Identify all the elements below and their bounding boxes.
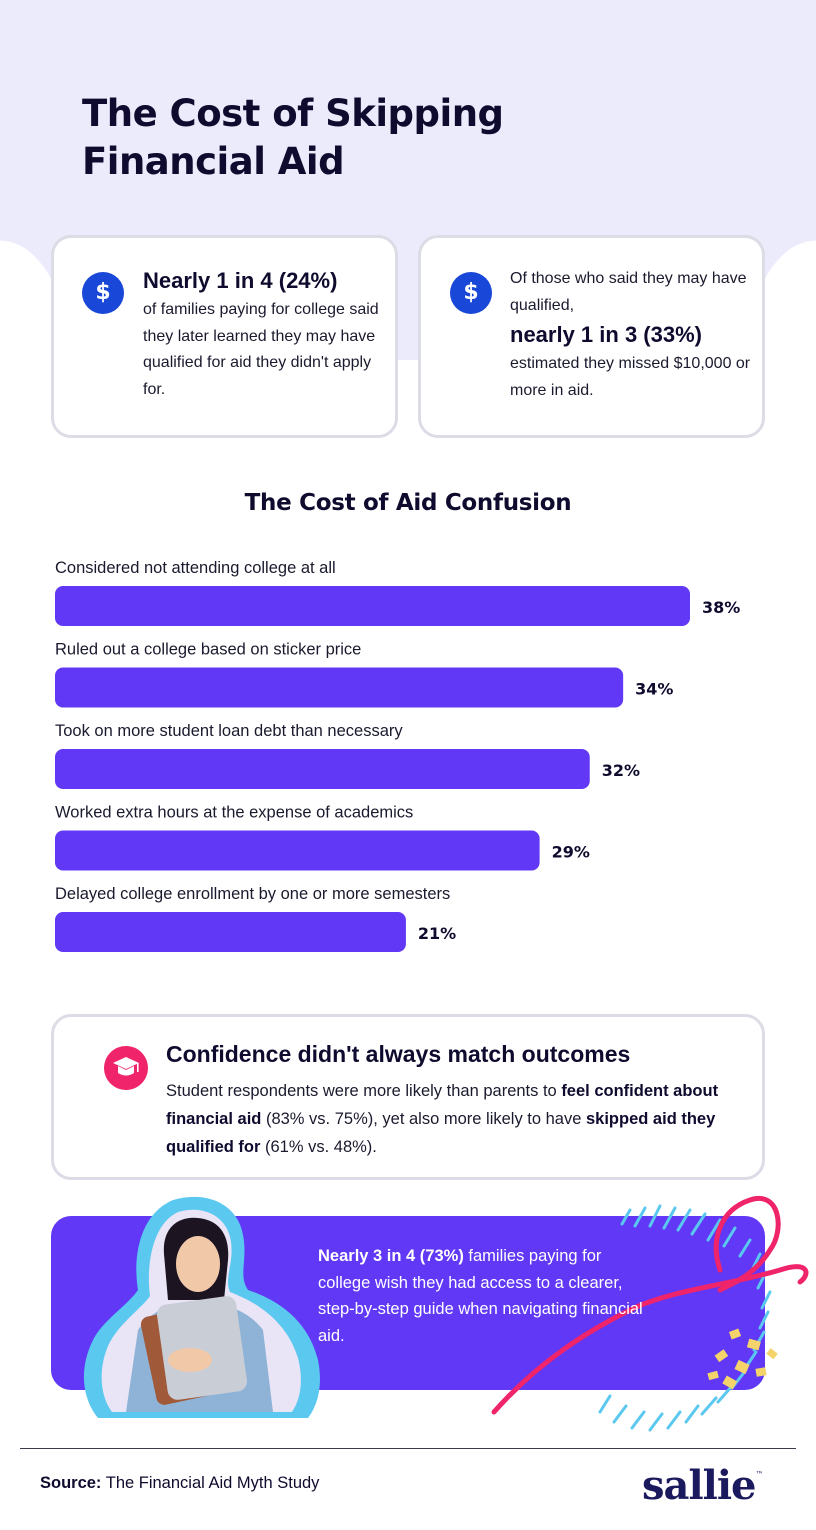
page-title: The Cost of Skipping Financial Aid [82,92,504,183]
confidence-body: Student respondents were more likely tha… [166,1082,719,1156]
stat-headline: nearly 1 in 3 (33%) [510,322,702,347]
category-label: Considered not attending college at all [55,559,336,577]
source-citation: Source: The Financial Aid Myth Study [40,1474,320,1492]
stat-headline: Nearly 1 in 4 (24%) [143,268,338,293]
stat-description: of families paying for college said they… [143,301,379,398]
dollar-icon: $ [82,272,124,314]
category-label: Ruled out a college based on sticker pri… [55,641,361,659]
value-label: 34% [635,680,673,699]
confidence-card: Confidence didn't always match outcomes … [51,1014,765,1180]
bar [55,667,624,708]
chart-title: The Cost of Aid Confusion [244,490,572,516]
value-label: 29% [552,843,590,862]
promo-text: Nearly 3 in 4 (73%) families paying for … [318,1247,643,1345]
bar [55,586,690,626]
footer-divider [20,1448,796,1449]
bar [55,749,590,789]
bar-chart: Considered not attending college at all 3… [55,559,740,952]
stat-description: estimated they missed $10,000 or more in… [510,355,751,399]
sallie-logo: sallie™ [642,1462,763,1509]
student-photo [83,1196,320,1418]
value-label: 38% [702,598,740,617]
decorative-lines [491,1195,809,1432]
stat-card-families: $ Nearly 1 in 4 (24%) of families paying… [51,235,398,438]
category-label: Worked extra hours at the expense of aca… [55,804,413,822]
value-label: 21% [418,924,456,943]
bar [55,912,406,952]
value-label: 32% [602,761,640,780]
confidence-title: Confidence didn't always match outcomes [166,1041,631,1067]
graduation-cap-icon [104,1046,148,1090]
stat-card-missed-aid: $ Of those who said they may have qualif… [418,235,765,438]
bar [55,830,540,871]
dollar-icon: $ [450,272,492,314]
stat-lead: Of those who said they may have qualifie… [510,270,747,314]
category-label: Delayed college enrollment by one or mor… [55,885,450,903]
category-label: Took on more student loan debt than nece… [55,722,403,740]
